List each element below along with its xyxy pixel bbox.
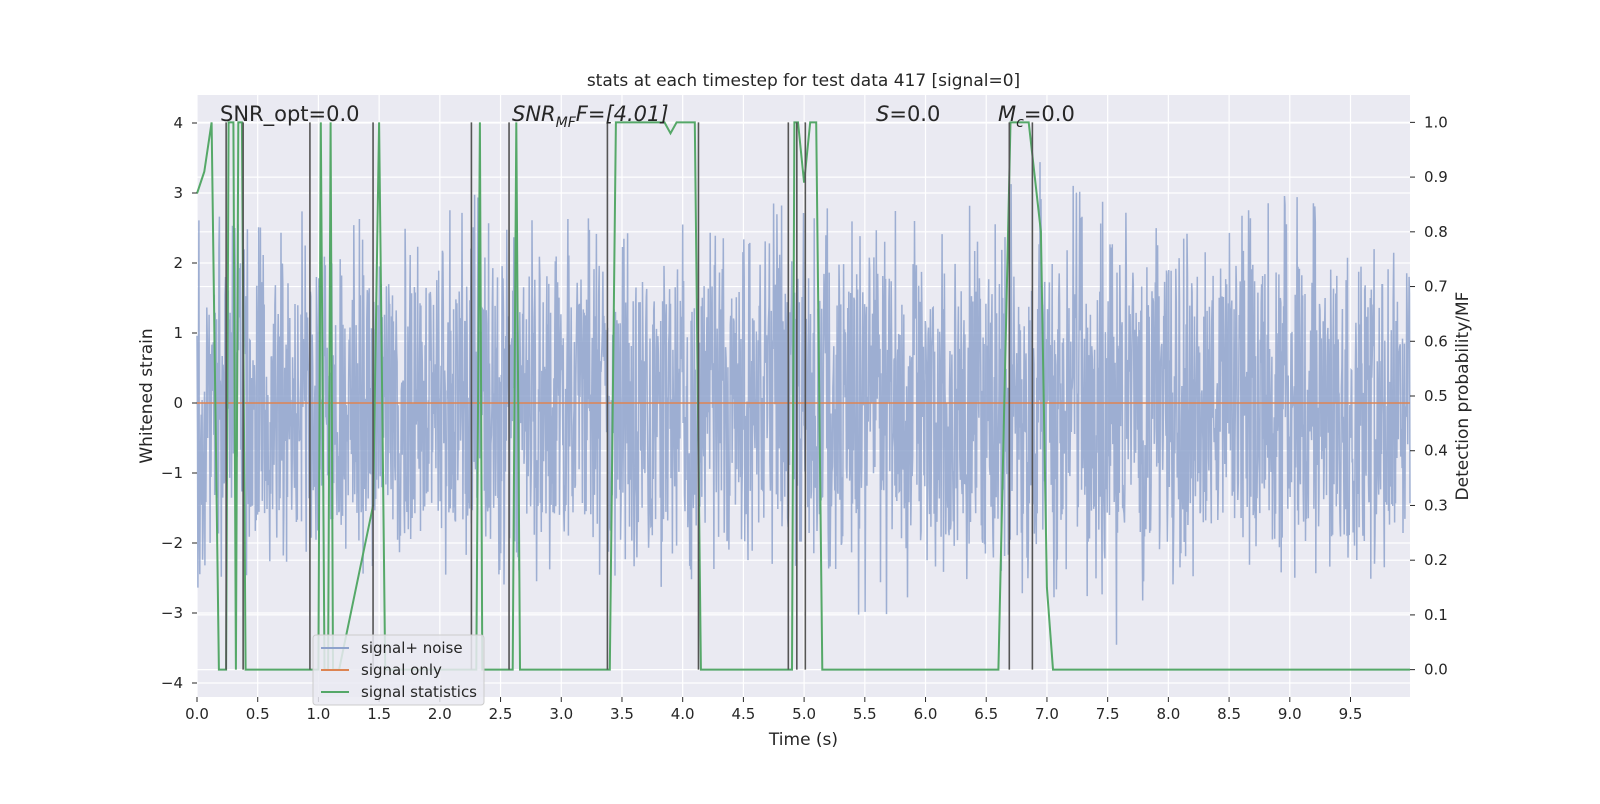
y-tick-label-left: 1 — [173, 324, 183, 342]
x-tick-label: 2.5 — [489, 705, 513, 723]
x-tick-label: 0.0 — [185, 705, 209, 723]
x-tick-label: 0.5 — [246, 705, 270, 723]
x-tick-label: 9.0 — [1278, 705, 1302, 723]
y-tick-label-left: −4 — [161, 674, 183, 692]
annotation-snr-mf-sub: MF — [556, 115, 577, 131]
y-tick-label-right: 0.8 — [1424, 223, 1448, 241]
x-tick-label: 3.0 — [549, 705, 573, 723]
y-tick-label-left: 3 — [173, 184, 183, 202]
annotation-snr-opt: SNR_opt=0.0 — [220, 102, 360, 127]
y-axis-label-left: Whitened strain — [137, 328, 157, 463]
annotation-s-prefix: S — [876, 102, 889, 126]
x-tick-label: 4.5 — [731, 705, 755, 723]
signal-noise-line — [196, 162, 1411, 645]
y-tick-label-right: 0.9 — [1424, 168, 1448, 186]
y-tick-label-right: 0.1 — [1424, 606, 1448, 624]
x-tick-label: 6.0 — [914, 705, 938, 723]
legend-box — [312, 634, 485, 706]
annotation-mc-suffix: =0.0 — [1024, 102, 1075, 126]
y-tick-label-left: 4 — [173, 114, 183, 132]
chart-title: stats at each timestep for test data 417… — [587, 71, 1020, 91]
y-tick-label-left: 0 — [173, 394, 183, 412]
annotation-s: S=0.0 — [876, 102, 940, 126]
annotation-snr-mf: SNRMFF=[4.01] — [512, 102, 669, 131]
y-tick-label-left: 2 — [173, 254, 183, 272]
y-tick-label-left: −3 — [161, 604, 183, 622]
y-tick-label-right: 0.0 — [1424, 661, 1448, 679]
trigger-lines — [225, 122, 1034, 670]
y-tick-label-left: −1 — [161, 464, 183, 482]
x-tick-label: 1.0 — [306, 705, 330, 723]
x-tick-label: 2.0 — [428, 705, 452, 723]
y-axis-label-right: Detection probability/MF — [1453, 292, 1473, 501]
y-tick-label-right: 0.3 — [1424, 496, 1448, 514]
y-tick-label-right: 0.5 — [1424, 387, 1448, 405]
y-tick-label-left: −2 — [161, 534, 183, 552]
y-tick-label-right: 1.0 — [1424, 113, 1448, 131]
annotation-mc: Mc=0.0 — [998, 102, 1075, 131]
x-tick-label: 5.0 — [792, 705, 816, 723]
signal-noise-series — [196, 162, 1411, 645]
legend-label-signal-noise: signal+ noise — [361, 639, 463, 657]
legend-label-signal-only: signal only — [361, 661, 442, 679]
chart-legend: signal+ noise signal only signal statist… — [312, 634, 485, 706]
x-tick-label: 7.0 — [1035, 705, 1059, 723]
x-tick-label: 1.5 — [367, 705, 391, 723]
x-tick-label: 8.5 — [1217, 705, 1241, 723]
axis-ticks: 0.0 0.5 1.0 1.5 2.0 2.5 3.0 3.5 4.0 4.5 5.0 5.5 6.0 6… — [161, 113, 1448, 723]
x-tick-label: 4.0 — [671, 705, 695, 723]
annotation-mc-sub: c — [1016, 115, 1024, 131]
y-tick-label-right: 0.4 — [1424, 442, 1448, 460]
y-tick-label-right: 0.6 — [1424, 332, 1448, 350]
x-tick-label: 6.5 — [974, 705, 998, 723]
y-tick-label-right: 0.7 — [1424, 278, 1448, 296]
y-tick-label-right: 0.2 — [1424, 551, 1448, 569]
annotation-snr-mf-prefix: SNR — [512, 102, 556, 126]
legend-label-signal-statistics: signal statistics — [361, 683, 477, 701]
x-axis-label: Time (s) — [768, 730, 838, 750]
x-tick-label: 3.5 — [610, 705, 634, 723]
x-tick-label: 7.5 — [1096, 705, 1120, 723]
x-tick-label: 8.0 — [1156, 705, 1180, 723]
x-tick-label: 5.5 — [853, 705, 877, 723]
annotation-mc-prefix: M — [998, 102, 1016, 126]
annotation-s-suffix: =0.0 — [889, 102, 940, 126]
annotation-snr-mf-suffix: F=[4.01] — [576, 102, 669, 126]
x-tick-label: 9.5 — [1339, 705, 1363, 723]
